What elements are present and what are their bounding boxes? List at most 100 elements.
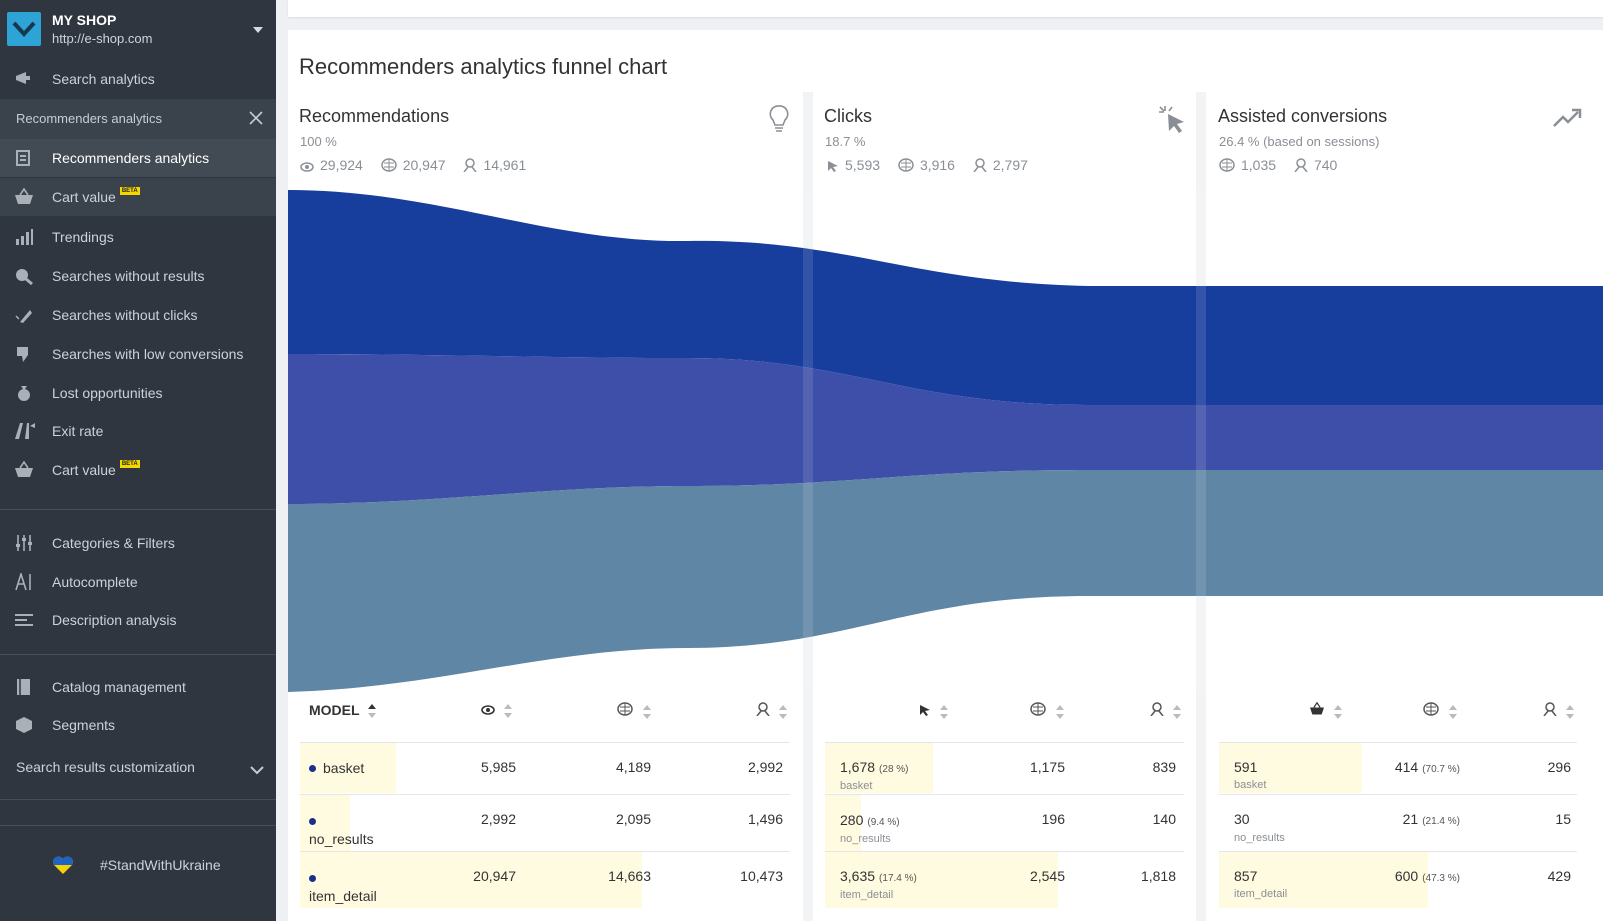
stage-title-clicks: Clicks bbox=[824, 106, 872, 126]
nav-label: Searches with low conversions bbox=[52, 346, 244, 362]
sessions-icon bbox=[380, 158, 397, 172]
nav-label: Cart value BETA bbox=[52, 187, 140, 205]
views-column-header[interactable] bbox=[481, 702, 513, 726]
sidebar-item-recommenders-analytics[interactable]: Recommenders analytics bbox=[0, 139, 276, 177]
divider bbox=[0, 799, 276, 800]
sessions-icon bbox=[1423, 702, 1439, 716]
basket-icon bbox=[14, 187, 34, 206]
top-card bbox=[288, 0, 1603, 17]
sidebar-item-catalog-management[interactable]: Catalog management bbox=[0, 668, 276, 706]
sidebar: MY SHOP http://e-shop.com Search analyti… bbox=[0, 0, 276, 921]
sessions-column-header[interactable] bbox=[1422, 702, 1458, 726]
model-sublabel: no_results bbox=[1234, 832, 1285, 844]
table-row[interactable]: 280 (9.4 %) no_results 196 140 bbox=[825, 794, 1184, 851]
nav-search-analytics[interactable]: Search analytics bbox=[0, 60, 276, 98]
sessions-value: 600 (47.3 %) bbox=[1394, 868, 1460, 884]
section-title: Recommenders analytics bbox=[16, 111, 162, 126]
users-value: 1,818 bbox=[1140, 868, 1176, 884]
users-value: 296 bbox=[1547, 759, 1571, 775]
sort-icon bbox=[939, 705, 948, 720]
sidebar-item-segments[interactable]: Segments bbox=[0, 706, 276, 744]
clicks-column-header[interactable] bbox=[917, 702, 949, 726]
table-row[interactable]: basket 5,985 4,189 2,992 bbox=[300, 742, 790, 793]
stage-stats: 1,035 740 bbox=[1219, 157, 1351, 173]
sidebar-item-exit-rate[interactable]: Exit rate bbox=[0, 412, 276, 450]
sessions-column-header[interactable] bbox=[1029, 702, 1065, 726]
model-column-header[interactable]: MODEL bbox=[309, 702, 377, 726]
beta-badge: BETA bbox=[119, 460, 140, 468]
sidebar-item-description-analysis[interactable]: Description analysis bbox=[0, 601, 276, 639]
search-results-customization[interactable]: Search results customization bbox=[0, 750, 276, 786]
sessions-value: 2,095 bbox=[615, 811, 651, 827]
stat-users: 740 bbox=[1294, 157, 1337, 173]
shop-dropdown-icon[interactable] bbox=[253, 27, 263, 33]
sessions-value: 414 (70.7 %) bbox=[1394, 759, 1460, 775]
stat-sessions: 20,947 bbox=[380, 157, 446, 173]
stage-stats: 5,593 3,916 2,797 bbox=[825, 157, 1042, 173]
sessions-value: 1,175 bbox=[1029, 759, 1065, 775]
thumb-down-icon bbox=[14, 345, 34, 363]
nav-label: Cart value BETA bbox=[52, 460, 140, 478]
conversions-column-header[interactable] bbox=[1309, 701, 1343, 726]
close-icon[interactable] bbox=[248, 110, 264, 126]
users-value: 2,992 bbox=[747, 759, 783, 775]
users-column-header[interactable] bbox=[1543, 702, 1575, 726]
model-dot bbox=[309, 870, 323, 886]
users-value: 429 bbox=[1547, 868, 1571, 884]
basket-icon bbox=[1310, 701, 1324, 715]
sidebar-item-trendings[interactable]: Trendings bbox=[0, 218, 276, 256]
book-icon bbox=[14, 678, 34, 696]
table-row[interactable]: no_results 2,992 2,095 1,496 bbox=[300, 794, 790, 851]
funnel-band-basket bbox=[288, 190, 1603, 405]
funnel-band-no-results bbox=[288, 354, 1603, 504]
users-column-header[interactable] bbox=[756, 702, 788, 726]
conversions-value: 30 bbox=[1234, 811, 1250, 827]
stage-pct: 100 % bbox=[300, 134, 337, 149]
section-header-recommenders: Recommenders analytics bbox=[0, 99, 276, 139]
nav-label: Searches without clicks bbox=[52, 307, 198, 323]
sessions-value: 21 (21.4 %) bbox=[1402, 811, 1460, 827]
sidebar-item-lost-opportunities[interactable]: Lost opportunities bbox=[0, 374, 276, 412]
users-column-header[interactable] bbox=[1150, 702, 1182, 726]
shop-url: http://e-shop.com bbox=[52, 31, 153, 46]
nav-label: Segments bbox=[52, 717, 116, 733]
sidebar-item-categories-filters[interactable]: Categories & Filters bbox=[0, 524, 276, 562]
stand-with-ukraine[interactable]: #StandWithUkraine bbox=[0, 850, 276, 880]
table-row[interactable]: 3,635 (17.4 %) item_detail 2,545 1,818 bbox=[825, 851, 1184, 908]
users-value: 15 bbox=[1555, 811, 1571, 827]
funnel-separator bbox=[1196, 188, 1206, 694]
model-name: basket bbox=[309, 760, 364, 776]
model-sublabel: basket bbox=[840, 780, 873, 792]
table-row[interactable]: 857 item_detail 600 (47.3 %) 429 bbox=[1219, 851, 1577, 908]
user-icon bbox=[756, 702, 770, 717]
sidebar-item-searches-low-conversions[interactable]: Searches with low conversions bbox=[0, 335, 276, 373]
clicks-value: 1,678 (28 %) bbox=[840, 759, 909, 775]
clicks-value: 3,635 (17.4 %) bbox=[840, 868, 917, 884]
table-row[interactable]: 1,678 (28 %) basket 1,175 839 bbox=[825, 742, 1184, 793]
nav-label: Autocomplete bbox=[52, 574, 138, 590]
sort-icon bbox=[642, 705, 651, 720]
table-row[interactable]: 30 no_results 21 (21.4 %) 15 bbox=[1219, 794, 1577, 851]
sort-icon bbox=[503, 704, 512, 719]
table-row[interactable]: 591 basket 414 (70.7 %) 296 bbox=[1219, 742, 1577, 793]
table-row[interactable]: item_detail 20,947 14,663 10,473 bbox=[300, 851, 790, 908]
cursor-icon bbox=[828, 161, 838, 172]
search-no-results-icon bbox=[14, 267, 34, 286]
nav-label: Search analytics bbox=[52, 71, 155, 87]
stat-users: 2,797 bbox=[973, 157, 1028, 173]
sidebar-item-searches-without-results[interactable]: Searches without results bbox=[0, 257, 276, 295]
sidebar-item-cart-value-2[interactable]: Cart value BETA bbox=[0, 451, 276, 489]
stage-pct: 26.4 % (based on sessions) bbox=[1219, 134, 1380, 149]
shop-switcher[interactable]: MY SHOP http://e-shop.com bbox=[0, 0, 276, 58]
views-value: 2,992 bbox=[480, 811, 516, 827]
sidebar-item-autocomplete[interactable]: Autocomplete bbox=[0, 563, 276, 601]
sidebar-item-cart-value[interactable]: Cart value BETA bbox=[0, 178, 276, 216]
sidebar-item-searches-without-clicks[interactable]: Searches without clicks bbox=[0, 296, 276, 334]
nav-label: Categories & Filters bbox=[52, 535, 175, 551]
views-value: 20,947 bbox=[473, 868, 516, 884]
sessions-column-header[interactable] bbox=[616, 702, 652, 726]
sessions-value: 4,189 bbox=[615, 759, 651, 775]
sort-asc-icon bbox=[368, 704, 377, 719]
sort-icon bbox=[1448, 705, 1457, 720]
divider bbox=[0, 509, 276, 510]
